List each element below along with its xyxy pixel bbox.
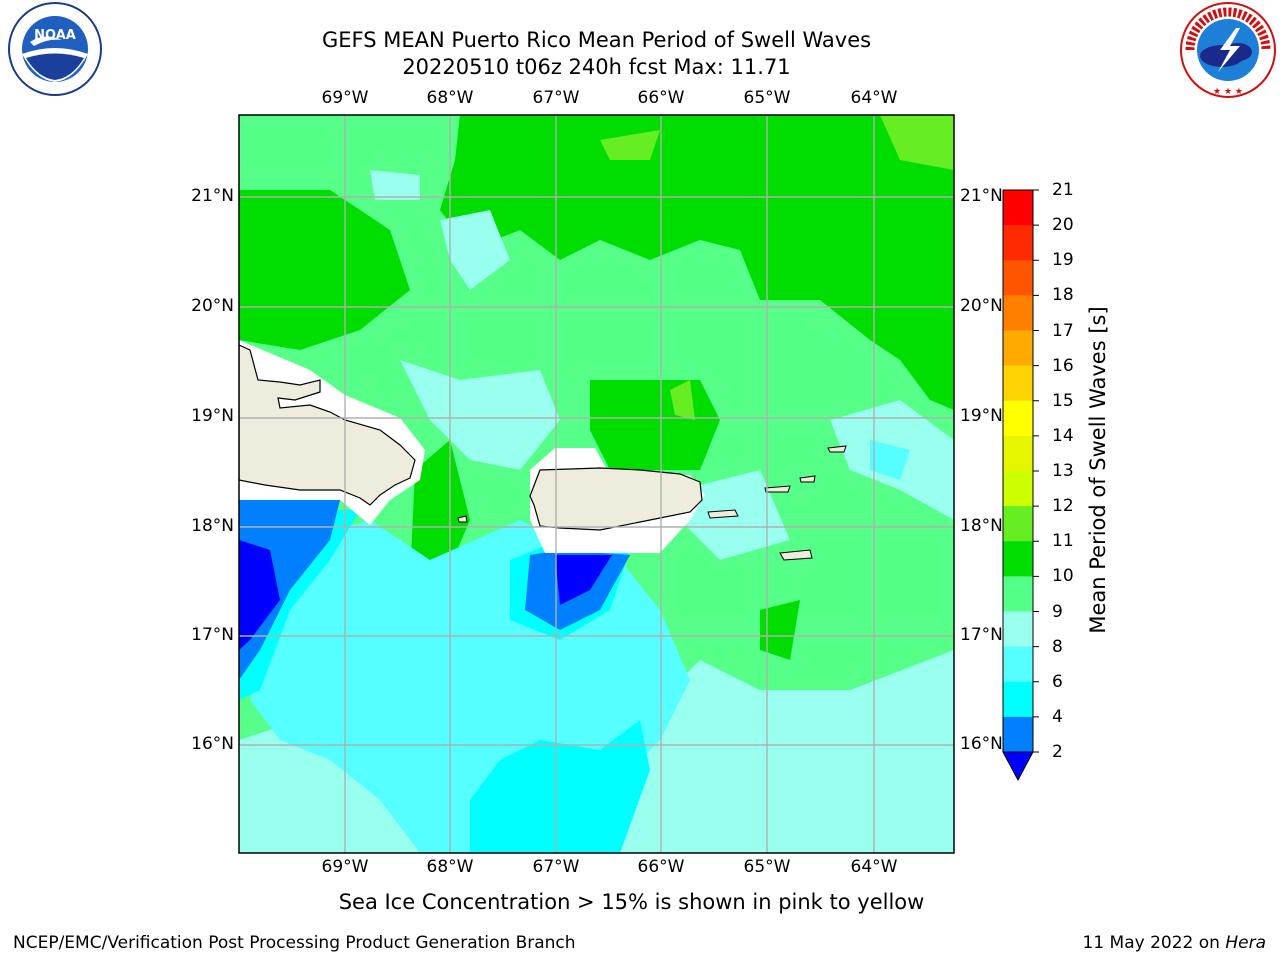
footer-host: Hera: [1225, 933, 1266, 953]
field-below-2-pr: [555, 555, 612, 605]
colorbar-segment: [1003, 716, 1033, 753]
footer-credit: NCEP/EMC/Verification Post Processing Pr…: [13, 933, 576, 953]
colorbar-title: Mean Period of Swell Waves [s]: [1086, 306, 1110, 634]
field-11-12-b: [600, 130, 660, 160]
lat-label-left: 20°N: [191, 296, 234, 316]
colorbar-tick-label: 12: [1052, 496, 1074, 517]
colorbar-tick-label: 14: [1052, 425, 1074, 446]
lon-label-top: 69°W: [321, 88, 369, 108]
field-below-2-west: [239, 540, 280, 650]
colorbar-segment: [1003, 260, 1033, 296]
field-8-9-b: [400, 360, 560, 470]
colorbar-segment: [1003, 541, 1033, 577]
colorbar-tick-label: 8: [1052, 636, 1063, 657]
colorbar-tick-label: 4: [1052, 706, 1063, 727]
field-10-11-north: [440, 115, 954, 410]
colorbar-tick-label: 17: [1052, 320, 1074, 341]
lon-label-top: 68°W: [426, 88, 474, 108]
lon-label-bottom: 66°W: [637, 857, 685, 877]
land-virgin-islands: [707, 445, 847, 561]
colorbar-tick-label: 11: [1052, 531, 1074, 552]
field-2-4-west: [239, 500, 340, 680]
colorbar: [1002, 189, 1039, 782]
lat-label-right: 16°N: [960, 734, 1003, 754]
field-10-11-west: [239, 190, 410, 350]
colorbar-segment: [1003, 190, 1033, 226]
field-6-8-b: [870, 440, 910, 480]
chart-subtitle: 20220510 t06z 240h fcst Max: 11.71: [402, 55, 791, 79]
colorbar-segment: [1003, 506, 1033, 542]
colorbar-segment: [1003, 400, 1033, 437]
field-11-12-a: [880, 115, 954, 170]
colorbar-segment: [1003, 576, 1033, 612]
map-field: [239, 115, 954, 853]
lon-label-top: 64°W: [850, 88, 898, 108]
colorbar-tick-label: 18: [1052, 285, 1074, 306]
colorbar-tick-label: 16: [1052, 355, 1074, 376]
colorbar-segment: [1003, 225, 1033, 261]
colorbar-tick-label: 13: [1052, 461, 1074, 481]
noaa-logo-text: NOAA: [34, 28, 76, 43]
svg-text:★ ★ ★: ★ ★ ★: [1213, 87, 1243, 97]
nws-logo: ★ ★ ★: [1180, 2, 1276, 98]
lat-label-right: 21°N: [960, 186, 1003, 206]
lat-label-left: 19°N: [191, 406, 234, 426]
colorbar-segment: [1003, 471, 1033, 507]
colorbar-tick-label: 9: [1052, 601, 1063, 622]
colorbar-segment: [1003, 295, 1033, 331]
graticule: [239, 115, 954, 853]
colorbar-extend-arrow: [1002, 751, 1034, 782]
colorbar-tick-label: 15: [1052, 390, 1074, 411]
lat-label-right: 18°N: [960, 516, 1003, 536]
lat-label-left: 16°N: [191, 734, 234, 754]
field-8-9-f: [370, 170, 420, 200]
lon-label-bottom: 67°W: [532, 857, 580, 877]
chart-title: GEFS MEAN Puerto Rico Mean Period of Swe…: [321, 28, 872, 52]
map-frame: [238, 114, 955, 854]
lat-label-left: 17°N: [191, 625, 234, 645]
land-hispaniola: [239, 344, 416, 506]
sea-ice-note: Sea Ice Concentration > 15% is shown in …: [338, 890, 925, 914]
lon-label-bottom: 64°W: [850, 857, 898, 877]
field-8-9-e: [440, 210, 510, 290]
lon-label-bottom: 65°W: [743, 857, 791, 877]
colorbar-tick-label: 2: [1052, 742, 1063, 762]
noaa-logo: NOAA: [8, 2, 102, 96]
lon-label-bottom: 68°W: [426, 857, 474, 877]
colorbar-segment: [1003, 365, 1033, 402]
lon-label-top: 67°W: [532, 88, 580, 108]
colorbar-segment: [1003, 681, 1033, 718]
colorbar-tick-label: 20: [1052, 215, 1074, 236]
lat-label-left: 18°N: [191, 516, 234, 536]
lon-label-top: 65°W: [743, 88, 791, 108]
colorbar-segment: [1003, 330, 1033, 367]
colorbar-segment: [1003, 646, 1033, 683]
colorbar-tick-label: 10: [1052, 566, 1074, 587]
colorbar-segment: [1003, 611, 1033, 648]
footer-date-text: 11 May 2022 on: [1082, 933, 1226, 953]
lat-label-right: 19°N: [960, 406, 1003, 426]
colorbar-tick-label: 19: [1052, 250, 1074, 271]
lon-label-top: 66°W: [637, 88, 685, 108]
field-10-11-sw2: [760, 600, 800, 660]
field-10-11-center: [590, 380, 720, 470]
land-mona: [457, 515, 468, 523]
field-11-12-c: [670, 380, 695, 420]
footer-date: 11 May 2022 on Hera: [1083, 933, 1267, 953]
colorbar-tick-label: 6: [1052, 671, 1063, 692]
lat-label-right: 20°N: [960, 296, 1003, 316]
colorbar-segment: [1003, 435, 1033, 472]
field-4-6: [470, 720, 650, 853]
land-puerto-rico: [529, 467, 703, 531]
lon-label-bottom: 69°W: [321, 857, 369, 877]
lat-label-right: 17°N: [960, 625, 1003, 645]
colorbar-tick-label: 21: [1052, 180, 1074, 200]
lat-label-left: 21°N: [191, 186, 234, 206]
